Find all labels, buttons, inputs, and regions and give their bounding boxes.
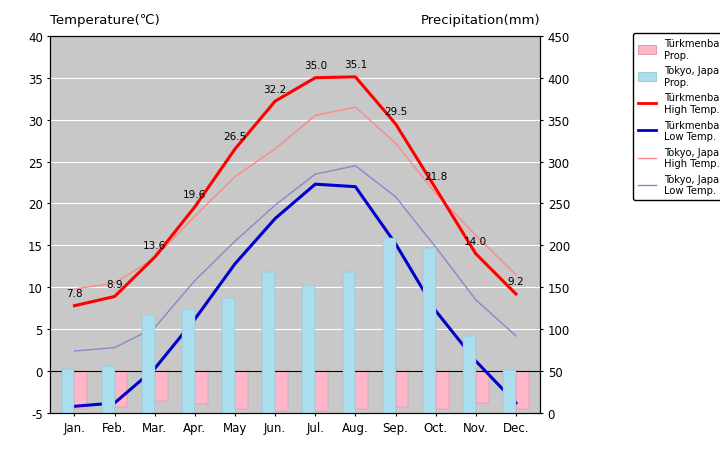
Bar xyxy=(235,371,248,409)
Bar xyxy=(503,370,516,413)
Bar xyxy=(182,309,195,413)
Bar xyxy=(155,371,168,401)
Text: 35.1: 35.1 xyxy=(343,60,367,70)
Text: 7.8: 7.8 xyxy=(66,289,83,298)
Bar xyxy=(356,371,368,409)
Text: 14.0: 14.0 xyxy=(464,237,487,246)
Text: 21.8: 21.8 xyxy=(424,172,447,181)
Text: 13.6: 13.6 xyxy=(143,240,166,250)
Text: 8.9: 8.9 xyxy=(107,280,123,289)
Text: Temperature(℃): Temperature(℃) xyxy=(50,14,160,27)
Bar xyxy=(395,371,408,407)
Bar xyxy=(222,298,235,413)
Bar xyxy=(74,371,87,409)
Bar xyxy=(343,273,356,413)
Bar xyxy=(114,371,127,407)
Bar xyxy=(436,371,449,409)
Bar xyxy=(383,238,395,413)
Bar xyxy=(142,315,155,413)
Bar xyxy=(262,273,275,413)
Text: 9.2: 9.2 xyxy=(508,277,524,287)
Text: 32.2: 32.2 xyxy=(264,84,287,95)
Text: 35.0: 35.0 xyxy=(304,61,327,71)
Bar xyxy=(102,366,114,413)
Bar xyxy=(315,371,328,411)
Legend: Türkmenbasy
Prop., Tokyo, Japan
Prop., Türkmenbasy
High Temp., Türkmenbasy
Low T: Türkmenbasy Prop., Tokyo, Japan Prop., T… xyxy=(633,34,720,201)
Bar xyxy=(195,371,207,404)
Bar xyxy=(463,336,476,413)
Bar xyxy=(423,248,436,413)
Bar xyxy=(476,371,489,403)
Text: Precipitation(mm): Precipitation(mm) xyxy=(420,14,540,27)
Bar xyxy=(275,371,288,411)
Bar xyxy=(62,369,74,413)
Text: 19.6: 19.6 xyxy=(184,190,207,200)
Bar xyxy=(302,285,315,413)
Text: 26.5: 26.5 xyxy=(223,132,247,142)
Text: 29.5: 29.5 xyxy=(384,107,407,117)
Bar xyxy=(516,371,528,409)
